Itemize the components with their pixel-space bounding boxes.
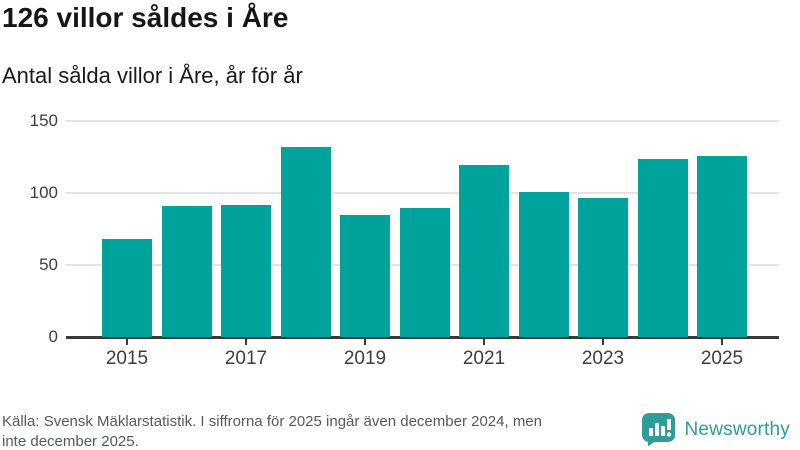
source-note-line2: inte december 2025. <box>2 433 139 450</box>
x-tick-2015 <box>126 339 128 345</box>
bar-2025 <box>697 155 747 337</box>
x-tick-2023 <box>602 339 604 345</box>
bar-2018 <box>280 147 331 337</box>
x-axis-label-2017: 2017 <box>224 348 268 369</box>
x-tick-2017 <box>245 339 247 345</box>
chart-title: 126 villor såldes i Åre <box>2 2 289 33</box>
bar-2019 <box>340 214 390 337</box>
x-tick-2025 <box>721 339 723 345</box>
x-axis-label-2015: 2015 <box>105 348 149 369</box>
bar-2017 <box>221 204 271 337</box>
newsworthy-logo: Newsworthy <box>641 412 790 447</box>
gridline-y-100 <box>66 192 779 195</box>
source-note-line1: Källa: Svensk Mäklarstatistik. I siffror… <box>2 413 542 430</box>
x-axis-label-2021: 2021 <box>462 348 506 369</box>
bar-2022 <box>518 191 569 337</box>
x-tick-2021 <box>483 339 485 345</box>
x-axis-label-2025: 2025 <box>700 348 744 369</box>
chart-subtitle: Antal sålda villor i Åre, år för år <box>2 63 303 88</box>
y-axis-label-50: 50 <box>39 255 58 275</box>
bar-2021 <box>459 164 509 337</box>
bar-2023 <box>578 197 628 337</box>
bar-2016 <box>161 206 212 337</box>
newsworthy-wordmark: Newsworthy <box>684 418 790 440</box>
y-axis-label-100: 100 <box>29 183 58 203</box>
y-axis-label-0: 0 <box>48 327 58 346</box>
x-axis-label-2023: 2023 <box>581 348 625 369</box>
bar-2015 <box>102 239 152 337</box>
y-axis-label-150: 150 <box>29 111 58 131</box>
bar-2020 <box>399 207 450 337</box>
x-tick-2019 <box>364 339 366 345</box>
x-axis-label-2019: 2019 <box>343 348 387 369</box>
x-axis-line <box>66 336 779 339</box>
bar-2024 <box>637 158 688 337</box>
newsworthy-bubble-chart-icon <box>641 413 675 447</box>
source-note: Källa: Svensk Mäklarstatistik. I siffror… <box>2 412 647 450</box>
gridline-y-150 <box>66 120 779 123</box>
